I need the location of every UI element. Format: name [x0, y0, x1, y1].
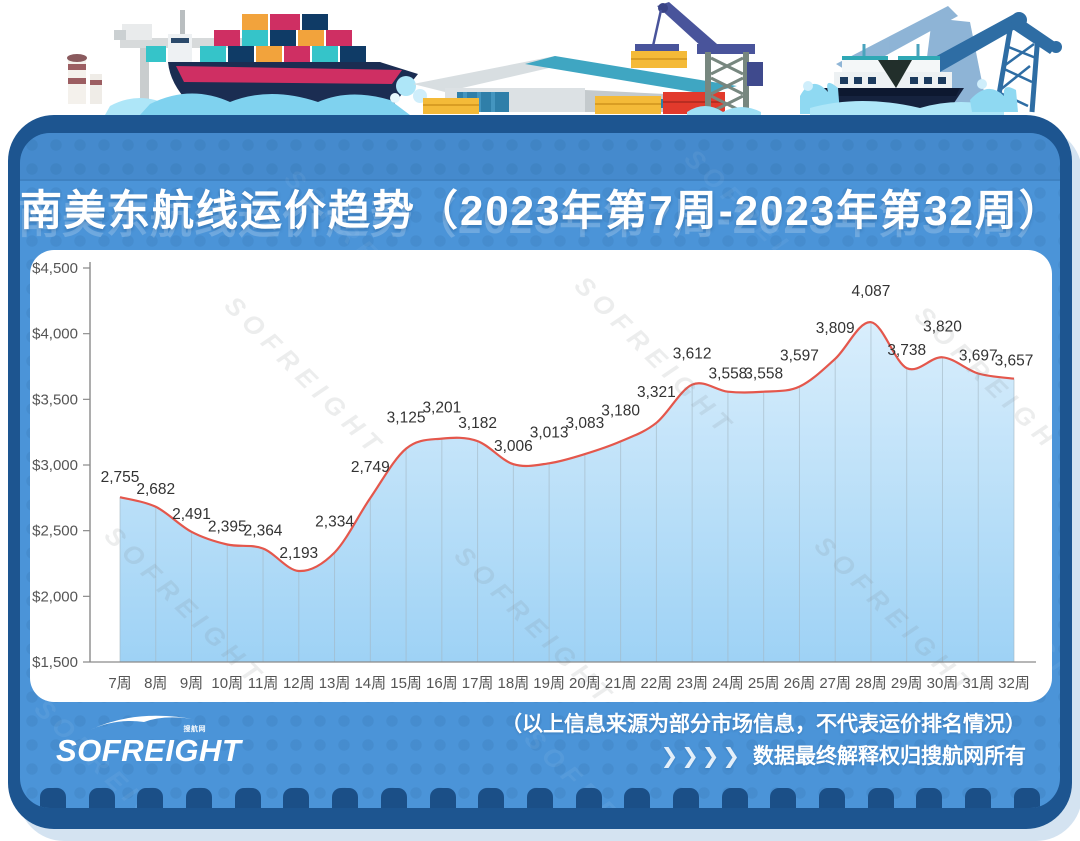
perforation-teeth [40, 788, 1040, 808]
svg-text:4,087: 4,087 [852, 283, 891, 300]
svg-text:2,491: 2,491 [172, 506, 211, 523]
svg-text:14周: 14周 [354, 675, 386, 692]
disclaimer-line-2: ❯❯❯❯ 数据最终解释权归搜航网所有 [660, 745, 1026, 769]
svg-text:2,364: 2,364 [244, 523, 283, 540]
svg-text:9周: 9周 [180, 675, 203, 692]
svg-text:3,697: 3,697 [959, 348, 998, 365]
svg-text:3,558: 3,558 [744, 366, 783, 383]
svg-text:29周: 29周 [891, 675, 923, 692]
report-panel: SOFREIGHT SOFREIGHT SOFREIGHT SOFREIGHT … [20, 133, 1060, 808]
svg-text:3,558: 3,558 [709, 366, 748, 383]
svg-text:19周: 19周 [533, 675, 565, 692]
chart-panel: $1,500 $2,000 $2,500 $3,000 $3,500 $4,000 $4,5… [30, 250, 1052, 702]
svg-text:3,201: 3,201 [422, 400, 461, 417]
logo-text: SOFREIGHT [56, 733, 242, 768]
svg-text:2,749: 2,749 [351, 459, 390, 476]
svg-text:3,612: 3,612 [673, 346, 712, 363]
svg-text:20周: 20周 [569, 675, 601, 692]
svg-text:3,180: 3,180 [601, 402, 640, 419]
svg-text:3,597: 3,597 [780, 348, 819, 365]
svg-text:3,182: 3,182 [458, 415, 497, 432]
chevrons-icon: ❯❯❯❯ [660, 745, 743, 769]
svg-text:2,334: 2,334 [315, 514, 354, 531]
svg-text:15周: 15周 [390, 675, 422, 692]
svg-text:27周: 27周 [819, 675, 851, 692]
svg-text:30周: 30周 [927, 675, 959, 692]
svg-text:$3,500: $3,500 [32, 391, 78, 408]
svg-text:16周: 16周 [426, 675, 458, 692]
svg-text:8周: 8周 [144, 675, 167, 692]
svg-text:26周: 26周 [784, 675, 816, 692]
svg-text:22周: 22周 [641, 675, 673, 692]
port-illustrations [67, 2, 1062, 116]
svg-text:23周: 23周 [676, 675, 708, 692]
svg-text:32周: 32周 [998, 675, 1030, 692]
svg-text:3,809: 3,809 [816, 320, 855, 337]
svg-text:$1,500: $1,500 [32, 654, 78, 671]
svg-text:3,083: 3,083 [565, 415, 604, 432]
disclaimer: （以上信息来源为部分市场信息，不代表运价排名情况） ❯❯❯❯ 数据最终解释权归搜航… [501, 709, 1026, 774]
svg-text:18周: 18周 [498, 675, 530, 692]
svg-text:3,738: 3,738 [887, 342, 926, 359]
report-card: SOFREIGHT SOFREIGHT SOFREIGHT SOFREIGHT … [8, 115, 1072, 829]
svg-text:$2,500: $2,500 [32, 523, 78, 540]
harbor-crane-ferry-illustration [800, 6, 1062, 116]
svg-text:2,395: 2,395 [208, 519, 247, 536]
warehouse-illustration [413, 2, 763, 116]
svg-text:2,755: 2,755 [101, 469, 140, 486]
sofreight-logo: 搜航网 SOFREIGHT [56, 715, 246, 768]
cargo-ship-illustration [67, 10, 427, 115]
svg-text:3,321: 3,321 [637, 384, 676, 401]
svg-text:3,820: 3,820 [923, 318, 962, 335]
svg-text:10周: 10周 [211, 675, 243, 692]
svg-text:25周: 25周 [748, 675, 780, 692]
svg-text:3,657: 3,657 [995, 353, 1034, 370]
svg-text:2,193: 2,193 [279, 545, 318, 562]
svg-text:$4,000: $4,000 [32, 326, 78, 343]
svg-text:3,125: 3,125 [387, 410, 426, 427]
freight-trend-area-chart: $1,500 $2,000 $2,500 $3,000 $3,500 $4,000 $4,5… [32, 260, 1036, 692]
svg-text:21周: 21周 [605, 675, 637, 692]
logo-subtext: 搜航网 [183, 726, 206, 733]
svg-text:7周: 7周 [108, 675, 131, 692]
svg-text:2,682: 2,682 [136, 481, 175, 498]
svg-text:12周: 12周 [283, 675, 315, 692]
svg-text:17周: 17周 [462, 675, 494, 692]
logo-wave-icon [90, 715, 198, 730]
svg-text:31周: 31周 [962, 675, 994, 692]
svg-text:$2,000: $2,000 [32, 588, 78, 605]
svg-text:28周: 28周 [855, 675, 887, 692]
svg-text:$3,000: $3,000 [32, 457, 78, 474]
svg-text:$4,500: $4,500 [32, 260, 78, 277]
svg-text:24周: 24周 [712, 675, 744, 692]
svg-text:13周: 13周 [319, 675, 351, 692]
page-title: 南美东航线运价趋势（2023年第7周-2023年第32周） [20, 187, 1060, 234]
disclaimer-line-1: （以上信息来源为部分市场信息，不代表运价排名情况） [501, 712, 1026, 736]
svg-text:11周: 11周 [248, 675, 279, 692]
svg-text:3,006: 3,006 [494, 438, 533, 455]
svg-text:3,013: 3,013 [530, 424, 569, 441]
